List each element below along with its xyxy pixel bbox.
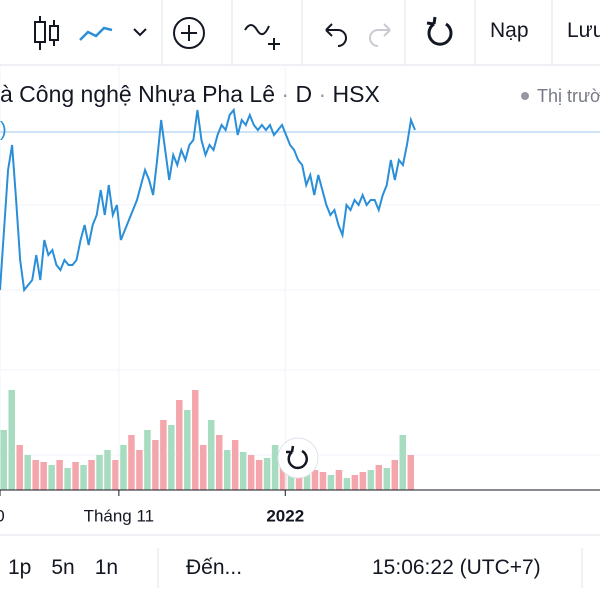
timeframes: 1p 5n 1n [8, 556, 138, 580]
volume-bar [375, 465, 383, 490]
market-dot [521, 92, 529, 100]
volume-bar [263, 458, 271, 490]
volume-bar [0, 430, 7, 490]
reload-icon[interactable] [426, 16, 453, 46]
x-tick-label: 2022 [266, 506, 304, 525]
volume-bar [40, 462, 47, 490]
volume-bar [24, 455, 31, 490]
save-button[interactable]: Lưu [567, 19, 600, 42]
price-line-series [0, 107, 416, 293]
volume-bar [391, 460, 399, 490]
volume-bar [327, 475, 335, 490]
volume-bar [255, 460, 263, 490]
volume-bar [104, 450, 111, 490]
volume-bar [120, 445, 127, 490]
timeframe-button[interactable]: 1p [8, 556, 32, 579]
candle-icon[interactable] [34, 16, 59, 50]
volume-bar [80, 465, 87, 490]
volume-bar [192, 390, 199, 490]
volume-bar [335, 470, 343, 490]
add-icon[interactable] [173, 17, 205, 49]
volume-bar [359, 472, 367, 490]
volume-bar [200, 445, 207, 490]
volume-bar [144, 430, 151, 490]
volume-bar [88, 460, 95, 490]
volume-bar [239, 452, 247, 490]
volume-bar [48, 465, 55, 490]
undo-icon[interactable] [325, 23, 347, 47]
volume-bar [112, 460, 119, 490]
volume-bar [56, 460, 63, 490]
volume-bar [271, 445, 279, 490]
volume-bar [319, 472, 327, 490]
volume-bar [407, 455, 414, 490]
volume-bar [367, 470, 375, 490]
volume-bar [16, 445, 23, 490]
volume-bar [311, 470, 319, 490]
volume-bar [8, 390, 15, 490]
volume-bar [184, 410, 191, 490]
interval: D [295, 81, 313, 107]
volume-bar [72, 462, 79, 490]
volume-bar [160, 420, 167, 490]
volume-bar [176, 400, 183, 490]
goto-button[interactable]: Đến... [186, 556, 243, 579]
volume-bar [279, 462, 287, 490]
volume-bar [168, 425, 175, 490]
volume-bar [152, 440, 159, 490]
volume-bar [136, 450, 143, 490]
volume-bar [247, 455, 255, 490]
load-button[interactable]: Nạp [490, 19, 529, 42]
symbol: à Công nghệ Nhựa Pha Lê [0, 81, 275, 107]
timeframe-button[interactable]: 1n [94, 556, 119, 579]
volume-bar [64, 468, 71, 490]
volume-bar [208, 420, 215, 490]
exchange: HSX [332, 81, 380, 107]
indicator-icon[interactable] [244, 24, 280, 50]
reset-icon [286, 445, 308, 470]
volume-bar [128, 435, 135, 490]
x-tick-label: Tháng 11 [84, 506, 155, 525]
clock: 15:06:22 (UTC+7) [372, 556, 541, 579]
reset-button[interactable] [277, 437, 319, 479]
volume-bar [32, 460, 39, 490]
redo-icon[interactable] [369, 23, 391, 47]
volume-bar [96, 455, 103, 490]
volume-bar [343, 478, 351, 490]
volume-bar [231, 440, 239, 490]
volume-bar [215, 435, 223, 490]
volume-bar [223, 450, 231, 490]
symbol-title: à Công nghệ Nhựa Pha Lê · D · HSX [0, 81, 380, 107]
dropdown-icon[interactable] [133, 28, 147, 37]
volume-bar [351, 475, 359, 490]
line-icon[interactable] [79, 26, 113, 41]
x-tick-label: 0 [0, 506, 5, 525]
volume-bar [383, 468, 391, 490]
market-status: Thị trườ [537, 86, 600, 106]
add-plus [181, 25, 197, 41]
timeframe-button[interactable]: 5n [51, 556, 75, 579]
volume-bar [399, 435, 407, 490]
edge-label: ) [0, 119, 7, 141]
